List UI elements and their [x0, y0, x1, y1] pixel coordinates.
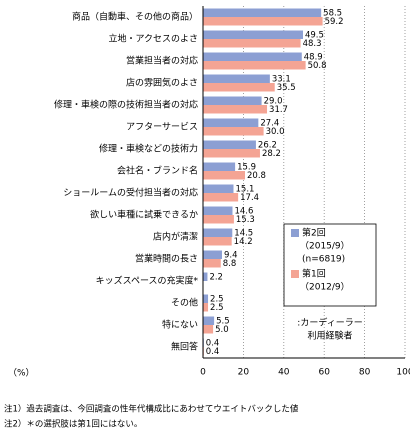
legend-sample: (n=6819): [302, 255, 345, 265]
category-label: 無回答: [171, 341, 198, 353]
value-label: 20.8: [247, 171, 266, 181]
value-label: 26.2: [258, 140, 277, 150]
category-label: 営業担当者の対応: [126, 55, 198, 67]
category-label: ショールームの受付担当者の対応: [63, 187, 198, 199]
bar: [203, 237, 232, 246]
x-tick-label: 20: [238, 368, 250, 378]
bar: [203, 250, 222, 259]
bar: [203, 83, 275, 92]
bar: [203, 303, 209, 312]
legend-label: 第2回: [302, 227, 326, 239]
category-label: その他: [171, 297, 198, 309]
value-label: 15.3: [236, 215, 255, 225]
value-label: 9.4: [224, 250, 238, 260]
note: 注2）＊の選択肢は第1回にはない。: [4, 419, 142, 430]
value-label: 0.4: [206, 347, 220, 357]
value-label: 0.4: [206, 338, 220, 348]
x-tick-label: 80: [359, 368, 371, 378]
category-label: 特にない: [162, 319, 198, 331]
category-label: 商品（自動車、その他の商品）: [72, 11, 198, 23]
legend-swatch: [291, 270, 299, 278]
value-label: 30.0: [266, 127, 285, 137]
x-tick-label: 0: [200, 368, 206, 378]
note: 注1）過去調査は、今回調査の性年代構成比にあわせてウエイトバックした値: [4, 404, 299, 415]
value-label: 59.2: [325, 17, 344, 27]
value-label: 5.5: [216, 316, 230, 326]
value-label: 49.5: [305, 30, 324, 40]
bar: [203, 206, 233, 215]
bar: [203, 30, 303, 39]
bar: [203, 316, 215, 325]
x-tick-label: 40: [278, 368, 290, 378]
legend-box: [283, 223, 377, 307]
category-label: 店内が清潔: [153, 231, 198, 243]
value-label: 8.8: [223, 259, 237, 269]
bar: [203, 171, 246, 180]
bar: [203, 193, 239, 202]
value-label: 27.4: [260, 118, 279, 128]
category-label: 店の雰囲気のよさ: [126, 77, 198, 89]
category-label: 修理・車検の際の技術担当者の対応: [54, 99, 198, 111]
value-label: 31.7: [269, 105, 288, 115]
value-label: 33.1: [272, 74, 291, 84]
legend-swatch: [291, 229, 299, 237]
value-label: 14.5: [234, 228, 253, 238]
value-label: 5.0: [215, 325, 229, 335]
legend-period: （2012/9）: [300, 282, 350, 293]
category-label: 営業時間の長さ: [135, 253, 198, 265]
bar: [203, 127, 264, 136]
bar: [203, 74, 270, 83]
value-label: 50.8: [308, 61, 327, 71]
category-label: 立地・アクセスのよさ: [108, 33, 198, 45]
bar: [203, 96, 262, 105]
bar: [203, 61, 306, 70]
legend-period: （2015/9）: [300, 241, 350, 252]
bar: [203, 325, 214, 334]
legend-label: 第1回: [302, 268, 326, 280]
category-label: 欲しい車種に試乗できるか: [90, 209, 198, 221]
value-label: 2.5: [210, 294, 224, 304]
bar: [203, 39, 301, 48]
value-label: 15.9: [237, 162, 256, 172]
value-label: 2.5: [210, 303, 224, 313]
bar: [203, 228, 233, 237]
legend-note: 利用経験者: [307, 330, 352, 342]
bar: [203, 294, 209, 303]
bar: [203, 149, 260, 158]
bar: [203, 215, 234, 224]
category-label: キッズスペースの充実度*: [96, 275, 199, 287]
x-axis-label: （%）: [8, 368, 35, 379]
bar: [203, 52, 302, 61]
value-label: 17.4: [240, 193, 259, 203]
value-label: 58.5: [323, 8, 342, 18]
bar: [203, 140, 256, 149]
bar: [203, 17, 323, 26]
bar: [203, 118, 259, 127]
bar: [203, 272, 208, 281]
category-label: アフターサービス: [126, 122, 198, 133]
value-label: 48.9: [304, 52, 323, 62]
legend-note: :カーディーラー: [297, 317, 362, 329]
value-label: 48.3: [303, 39, 322, 49]
value-label: 14.2: [234, 237, 253, 247]
bar: [203, 8, 322, 17]
bar: [203, 184, 234, 193]
bar: [203, 105, 268, 114]
bar: [203, 259, 221, 268]
category-label: 会社名・ブランド名: [117, 165, 198, 177]
category-label: 修理・車検などの技術力: [99, 143, 198, 155]
x-tick-label: 60: [318, 368, 330, 378]
x-tick-label: 100: [396, 368, 410, 378]
value-label: 15.1: [236, 184, 255, 194]
value-label: 29.0: [264, 96, 283, 106]
bar: [203, 162, 236, 171]
value-label: 35.5: [277, 83, 296, 93]
value-label: 28.2: [262, 149, 281, 159]
value-label: 14.6: [234, 206, 253, 216]
value-label: 2.2: [209, 272, 223, 282]
